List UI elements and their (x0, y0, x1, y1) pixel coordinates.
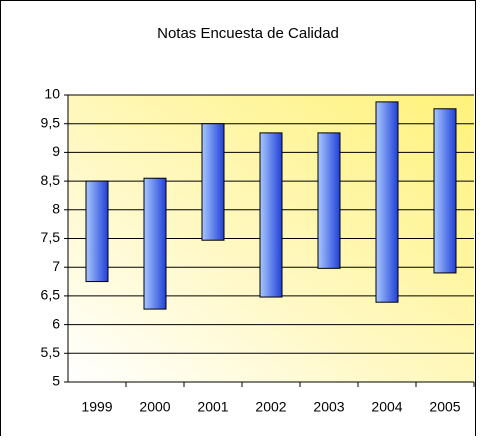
x-tick-label: 2004 (371, 399, 402, 415)
bar (143, 177, 167, 310)
y-tick-label: 5 (52, 373, 60, 389)
y-tick-label: 7,5 (41, 229, 61, 245)
x-tick-label: 2005 (429, 399, 460, 415)
y-tick-label: 10 (44, 86, 60, 102)
bar (317, 132, 341, 269)
x-tick-label: 2001 (197, 399, 228, 415)
x-tick-label: 2000 (139, 399, 170, 415)
y-tick-label: 8,5 (41, 172, 61, 188)
y-tick-label: 9,5 (41, 114, 61, 130)
bar (85, 180, 109, 283)
y-tick-label: 6,5 (41, 287, 61, 303)
y-tick-label: 8 (52, 201, 60, 217)
bar (433, 108, 457, 274)
y-tick-label: 5,5 (41, 344, 61, 360)
bar (201, 123, 225, 241)
y-tick-label: 7 (52, 258, 60, 274)
bar (259, 132, 283, 298)
x-tick-label: 2002 (255, 399, 286, 415)
x-tick-label: 1999 (81, 399, 112, 415)
chart-title: Notas Encuesta de Calidad (157, 25, 339, 42)
bar (375, 101, 399, 303)
y-tick-label: 9 (52, 143, 60, 159)
x-tick-label: 2003 (313, 399, 344, 415)
y-tick-label: 6 (52, 315, 60, 331)
